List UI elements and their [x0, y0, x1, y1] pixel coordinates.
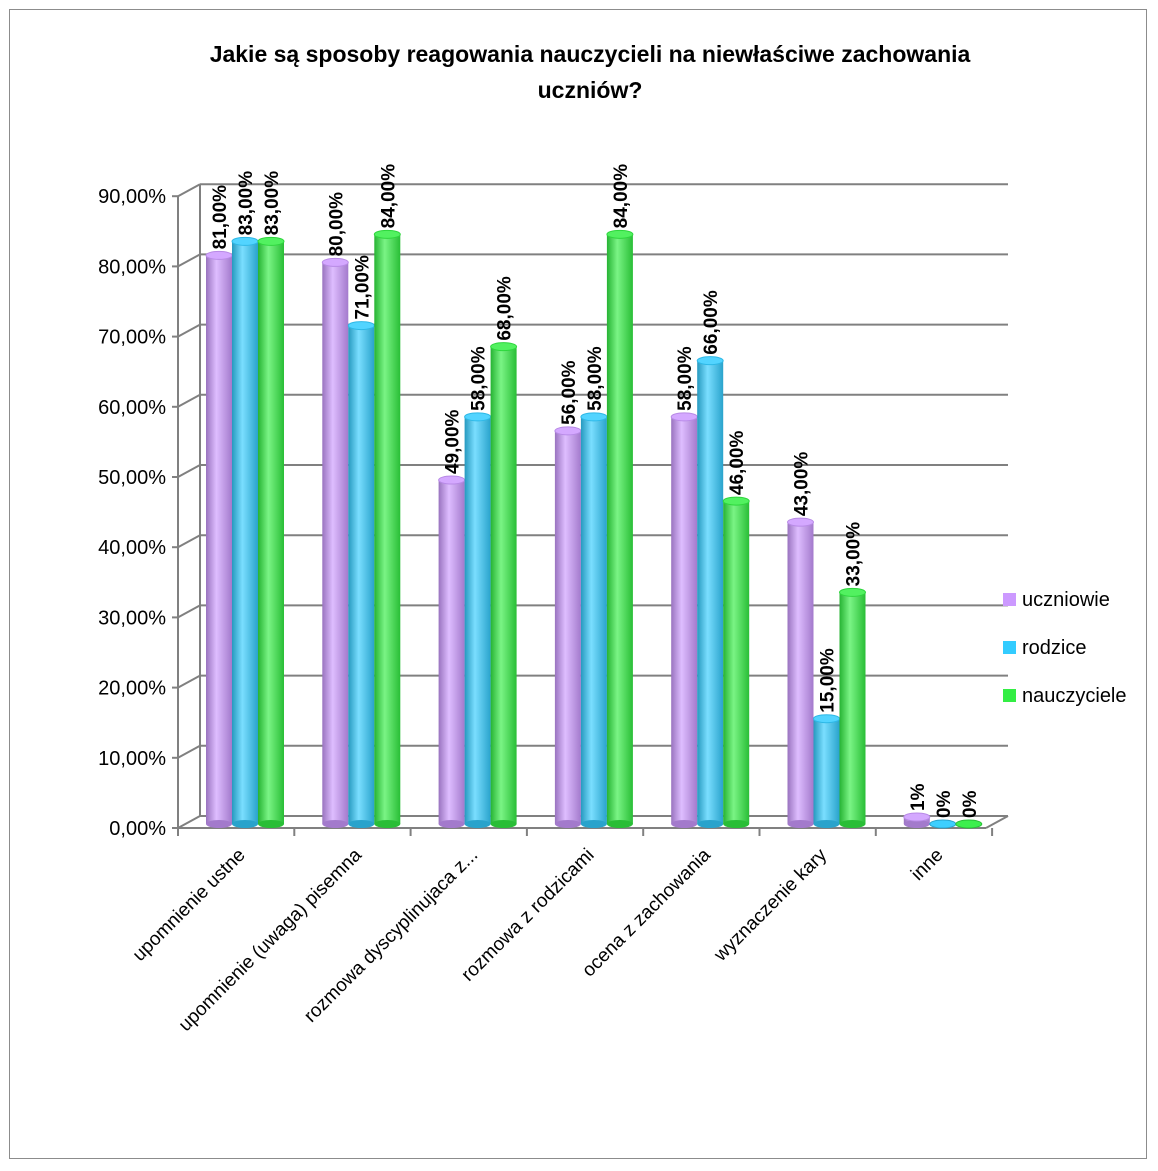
legend: uczniowie rodzice nauczyciele	[1003, 589, 1127, 707]
bar-nauczyciele	[839, 587, 866, 828]
gridline-depth	[177, 534, 201, 549]
bar-uczniowie	[787, 517, 814, 828]
chart-title: Jakie są sposoby reagowania nauczycieli …	[210, 41, 971, 103]
legend-label-nauczyciele: nauczyciele	[1022, 685, 1127, 707]
y-tick-label: 70,00%	[98, 327, 166, 349]
data-label: 83,00%	[236, 171, 257, 236]
gridline-depth	[177, 674, 201, 689]
bar-nauczyciele	[373, 229, 401, 828]
data-label: 56,00%	[559, 360, 580, 425]
bars	[205, 229, 983, 829]
y-tick-label: 10,00%	[98, 748, 166, 770]
data-label: 1%	[908, 783, 929, 811]
data-label: 68,00%	[495, 276, 516, 341]
y-tick-label: 90,00%	[98, 186, 166, 208]
axes	[172, 184, 1009, 836]
x-tick-label: inne	[907, 845, 947, 885]
data-label: 81,00%	[210, 185, 231, 250]
data-label: 80,00%	[326, 192, 347, 257]
data-label: 43,00%	[792, 452, 813, 517]
data-label: 66,00%	[701, 290, 722, 355]
data-label: 58,00%	[585, 346, 606, 411]
gridline-depth	[177, 253, 201, 268]
gridline-depth	[177, 815, 201, 829]
x-tick-label: ocena z zachowania	[578, 844, 715, 981]
legend-swatch-nauczyciele	[1003, 689, 1016, 702]
y-tick-label: 0,00%	[109, 818, 166, 840]
data-label: 0%	[960, 790, 981, 818]
bar-rodzice	[696, 356, 724, 828]
gridline-depth	[177, 393, 201, 408]
bar-uczniowie	[554, 426, 582, 828]
bar-uczniowie	[670, 412, 698, 828]
legend-swatch-rodzice	[1003, 641, 1016, 654]
floor-edge	[985, 815, 1009, 829]
data-label: 0%	[934, 790, 955, 818]
legend-label-rodzice: rodzice	[1022, 637, 1086, 659]
gridline-depth	[177, 464, 201, 478]
data-labels: 81,00% 83,00% 83,00% 80,00%71,00%84,00%49,0…	[210, 164, 981, 818]
x-tick-label: upomnienie (uwaga) pisemna	[175, 844, 366, 1035]
bar-nauczyciele	[257, 236, 285, 828]
gridline-depth	[177, 744, 201, 759]
y-tick-label: 60,00%	[98, 397, 166, 419]
x-tick-label: wyznaczenie kary	[710, 844, 832, 966]
x-tick-label: upomnienie ustne	[129, 845, 250, 966]
data-label: 49,00%	[443, 409, 464, 474]
chart-title-line-2: uczniów?	[538, 77, 643, 103]
bar-rodzice	[231, 236, 259, 828]
bar-uczniowie	[205, 250, 233, 828]
bar-nauczyciele	[490, 342, 518, 828]
gridline-depth	[177, 323, 201, 338]
data-label: 84,00%	[611, 164, 632, 229]
bar-rodzice	[580, 412, 608, 828]
bar-nauczyciele	[955, 819, 983, 829]
data-label: 33,00%	[844, 522, 865, 587]
legend-label-uczniowie: uczniowie	[1022, 589, 1110, 611]
y-axis-ticks: 0,00% 10,00% 20,00% 30,00% 40,00% 50,00% 60,00…	[98, 186, 166, 840]
data-label: 84,00%	[378, 164, 399, 229]
bar-uczniowie	[903, 812, 931, 828]
legend-swatch-uczniowie	[1003, 593, 1016, 606]
bar-rodzice	[347, 321, 375, 828]
y-tick-label: 50,00%	[98, 467, 166, 489]
bar-rodzice	[813, 714, 840, 828]
bar-rodzice	[464, 412, 492, 828]
x-tick-label: rozmowa z rodzicami	[458, 845, 599, 986]
bar-nauczyciele	[606, 229, 634, 828]
y-tick-label: 80,00%	[98, 256, 166, 278]
data-label: 71,00%	[352, 255, 373, 320]
bar-uczniowie	[321, 257, 349, 828]
data-label: 46,00%	[727, 431, 748, 496]
gridline-depth	[177, 604, 201, 619]
gridline-depth	[177, 183, 201, 198]
y-tick-label: 30,00%	[98, 607, 166, 629]
data-label: 83,00%	[262, 171, 283, 236]
data-label: 58,00%	[675, 346, 696, 411]
data-label: 15,00%	[818, 648, 839, 713]
y-tick-label: 20,00%	[98, 678, 166, 700]
bar-uczniowie	[438, 475, 466, 828]
bar-nauczyciele	[722, 496, 750, 828]
data-label: 58,00%	[469, 346, 490, 411]
bar-rodzice	[929, 819, 957, 829]
chart-title-line-1: Jakie są sposoby reagowania nauczycieli …	[210, 41, 971, 67]
y-tick-label: 40,00%	[98, 537, 166, 559]
